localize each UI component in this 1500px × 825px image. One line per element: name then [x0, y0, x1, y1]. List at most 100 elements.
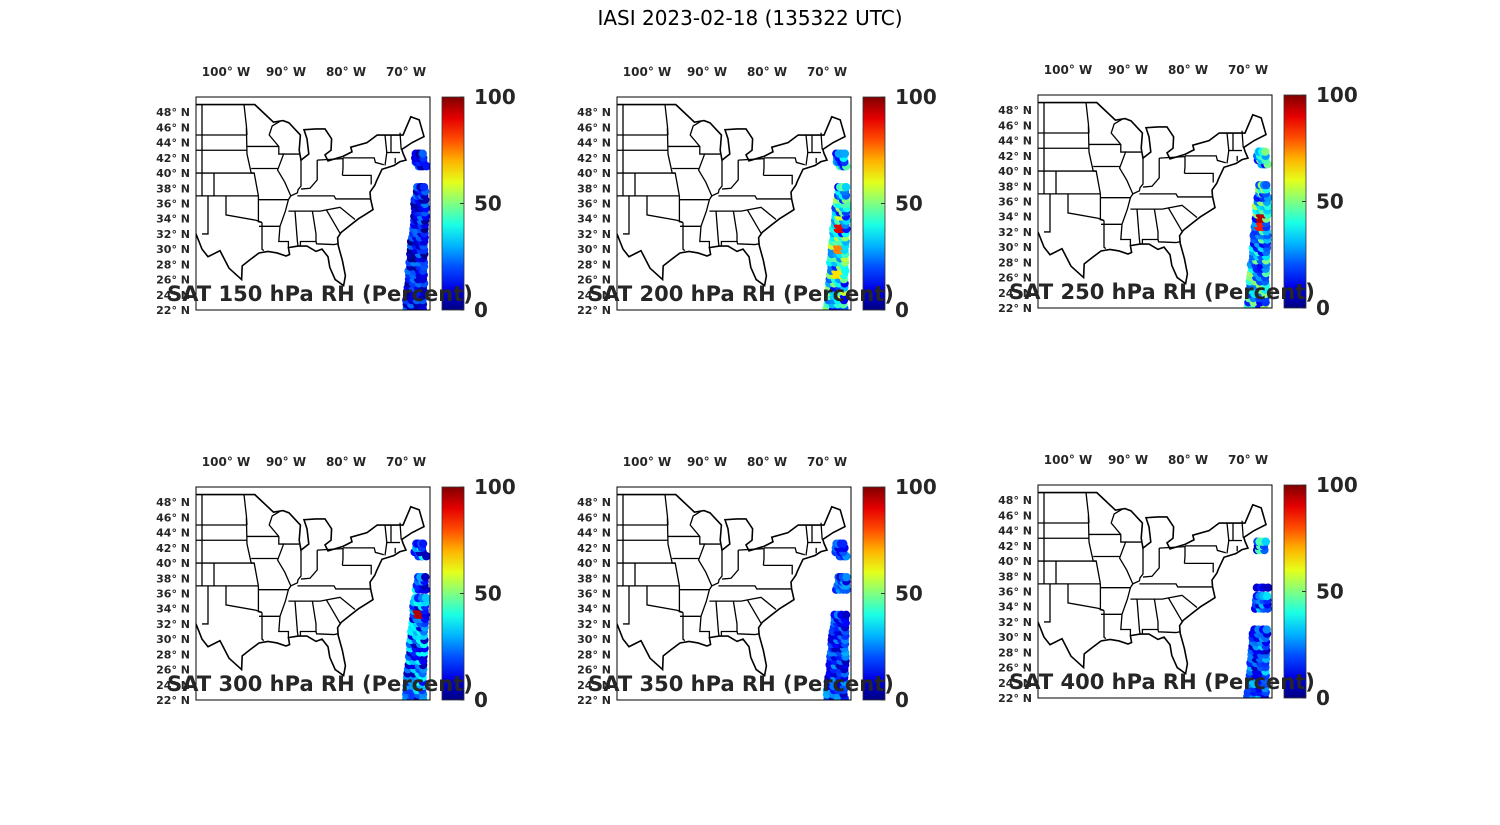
state-border: [243, 104, 248, 136]
state-border: [689, 120, 713, 248]
lon-tick-label: 90° W: [1108, 453, 1148, 467]
lat-tick-label: 22° N: [998, 302, 1032, 315]
lon-tick-label: 100° W: [1044, 453, 1092, 467]
state-border: [1139, 583, 1213, 588]
state-border: [1185, 545, 1226, 554]
coastline: [196, 493, 425, 678]
state-border: [1085, 492, 1090, 524]
colorbar-tick-label: 50: [474, 582, 502, 606]
state-border: [682, 612, 686, 642]
state-border: [341, 157, 344, 176]
lat-tick-label: 24° N: [998, 677, 1032, 690]
lat-tick-label: 38° N: [577, 182, 611, 195]
panel-title: SAT 150 hPa RH (Percent): [167, 282, 473, 306]
lat-tick-label: 30° N: [156, 243, 190, 256]
lat-tick-label: 40° N: [577, 167, 611, 180]
state-border: [678, 195, 684, 224]
state-border: [325, 599, 341, 624]
figure-title: IASI 2023-02-18 (135322 UTC): [597, 6, 903, 30]
obs-marker: [842, 572, 851, 582]
state-border: [300, 160, 318, 190]
lon-tick-label: 80° W: [326, 65, 366, 79]
lat-tick-label: 34° N: [577, 603, 611, 616]
lat-tick-label: 28° N: [156, 648, 190, 661]
state-border: [1085, 102, 1090, 134]
lat-tick-label: 48° N: [156, 496, 190, 509]
colorbar-tick-label: 0: [895, 688, 909, 712]
lat-tick-label: 44° N: [156, 527, 190, 540]
lon-tick-label: 90° W: [266, 65, 306, 79]
state-border: [721, 550, 739, 580]
lat-tick-label: 22° N: [577, 304, 611, 317]
state-border: [738, 157, 765, 161]
state-border: [763, 564, 793, 575]
state-border: [764, 547, 805, 556]
state-border: [664, 494, 669, 526]
obs-marker: [841, 182, 851, 192]
state-border: [1159, 155, 1186, 159]
lat-tick-label: 24° N: [156, 679, 190, 692]
colorbar-tick-label: 50: [1316, 190, 1344, 214]
lat-tick-label: 30° N: [998, 631, 1032, 644]
map-frame: [616, 486, 852, 701]
state-border: [315, 631, 338, 636]
lat-tick-label: 48° N: [156, 106, 190, 119]
state-border: [297, 195, 371, 200]
map-plot: 100° W 90° W 80° W 70° W 48° N 46° N 44° N 42° …: [577, 455, 937, 712]
lat-tick-label: 40° N: [156, 557, 190, 570]
obs-marker: [839, 539, 848, 548]
lat-tick-label: 34° N: [156, 603, 190, 616]
lat-tick-label: 28° N: [577, 648, 611, 661]
lat-tick-label: 26° N: [577, 274, 611, 287]
state-border: [762, 157, 765, 176]
state-border: [1184, 172, 1214, 183]
colorbar-tick-label: 100: [474, 85, 516, 109]
state-border: [261, 612, 265, 642]
lat-tick-label: 24° N: [577, 679, 611, 692]
state-border: [257, 195, 263, 224]
state-border: [682, 222, 686, 252]
state-border: [1132, 548, 1144, 585]
lat-tick-label: 24° N: [998, 287, 1032, 300]
state-border: [746, 209, 762, 234]
state-border: [715, 211, 720, 247]
state-border: [678, 585, 684, 614]
coastline: [1038, 101, 1267, 286]
lat-tick-label: 28° N: [998, 256, 1032, 269]
coastline: [1038, 491, 1267, 676]
lat-tick-label: 22° N: [156, 694, 190, 707]
lat-tick-label: 22° N: [156, 304, 190, 317]
state-border: [689, 510, 713, 638]
panel-title: SAT 350 hPa RH (Percent): [588, 672, 894, 696]
state-border: [1110, 118, 1134, 246]
map-panel-200hpa: 100° W 90° W 80° W 70° W 48° N 46° N 44° N 42° …: [561, 60, 961, 360]
state-border: [315, 241, 338, 246]
lon-tick-label: 80° W: [747, 455, 787, 469]
lat-tick-label: 34° N: [998, 211, 1032, 224]
state-border: [1142, 548, 1160, 578]
map-panel-350hpa: 100° W 90° W 80° W 70° W 48° N 46° N 44° N 42° …: [561, 450, 961, 750]
map-panel-400hpa: 100° W 90° W 80° W 70° W 48° N 46° N 44° N 42° …: [982, 448, 1382, 748]
state-border: [325, 209, 341, 234]
lon-tick-label: 80° W: [1168, 453, 1208, 467]
lat-tick-label: 32° N: [156, 228, 190, 241]
lat-tick-label: 26° N: [577, 664, 611, 677]
lat-tick-label: 48° N: [577, 106, 611, 119]
lat-tick-label: 36° N: [998, 586, 1032, 599]
state-border: [721, 160, 739, 190]
lat-tick-label: 38° N: [998, 570, 1032, 583]
obs-marker: [419, 182, 429, 192]
state-border: [1132, 158, 1144, 195]
state-border: [709, 206, 777, 220]
lat-tick-label: 44° N: [577, 137, 611, 150]
lat-tick-label: 30° N: [156, 633, 190, 646]
lat-tick-label: 28° N: [577, 258, 611, 271]
lon-tick-label: 100° W: [623, 455, 671, 469]
state-border: [623, 585, 630, 625]
coastline: [617, 493, 846, 678]
state-border: [1099, 583, 1105, 612]
lat-tick-label: 28° N: [998, 646, 1032, 659]
lat-tick-label: 42° N: [577, 542, 611, 555]
state-border: [820, 522, 823, 540]
state-border: [317, 157, 344, 161]
